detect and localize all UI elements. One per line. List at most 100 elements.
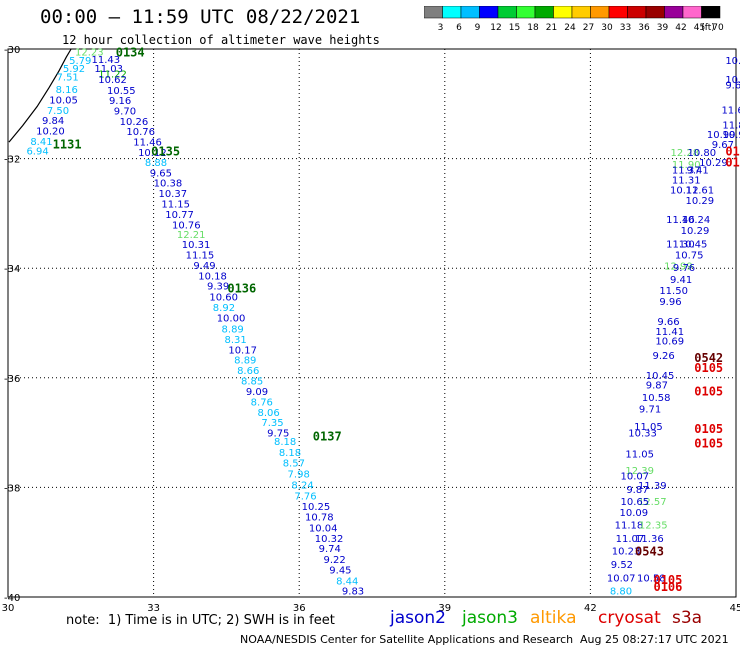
swh-value-label: 11.05 [634,422,663,433]
swh-value-label: 8.06 [257,408,279,419]
swh-value-label: 10.65 [620,497,649,508]
swh-value-label: 10.33 [628,429,657,440]
pass-time-label: 0105 [694,436,723,450]
swh-value-label: 11.31 [672,175,701,186]
pass-time-label: 0135 [151,144,180,158]
x-tick-label: 45 [730,603,740,614]
swh-value-label: 10.04 [309,523,338,534]
swh-value-label: 12.39 [625,466,654,477]
legend-altika: altika [530,608,577,628]
swh-value-label: 10.32 [315,534,344,545]
swh-value-label: 11.46 [133,138,162,149]
swh-value-label: 10.26 [120,117,149,128]
swh-value-label: 10.09 [620,508,649,519]
swh-value-label: 9.63 [725,81,740,92]
footnote: note: 1) Time is in UTC; 2) SWH is in fe… [66,613,335,628]
swh-value-label: 10.76 [126,127,155,138]
swh-value-label: 10.62 [98,75,127,86]
swh-value-label: 9.65 [150,168,172,179]
pass-time-label: 0105 [653,573,682,587]
pass-time-label: 010 [725,155,740,169]
colorbar-label: 39 [657,23,669,32]
pass-time-label: 010 [725,144,740,158]
colorbar-swatch [701,6,721,19]
swh-value-label: 10.45 [679,240,708,251]
colorbar-label: 30 [601,23,613,32]
legend-jason2: jason2 [390,608,446,628]
swh-value-label: 12.35 [639,521,668,532]
swh-value-label: 12.28 [670,148,699,159]
swh-value-label: 10.20 [36,127,65,138]
swh-value-label: 10.99 [707,130,736,141]
y-tick-label: -34 [4,264,20,275]
swh-value-label: 11.05 [625,449,654,460]
pass-time-label: 0105 [694,384,723,398]
swh-value-label: 9.96 [659,297,681,308]
swh-value-label: 8.88 [145,158,167,169]
colorbar-label: 24 [564,23,576,32]
colorbar-label: 9 [475,23,481,32]
swh-value-label: 10.79 [725,75,740,86]
legend-cryosat: cryosat [598,608,661,628]
y-tick-label: -30 [4,45,20,56]
swh-value-label: 10.69 [655,337,684,348]
colorbar-label: 42 [675,23,686,32]
swh-value-label: 11.41 [655,327,684,338]
swh-value-label: 12.23 [75,48,104,59]
x-tick-label: 30 [2,603,15,614]
swh-value-label: 5.79 [69,56,91,67]
swh-value-label: 9.74 [319,544,341,555]
colorbar-unit: (ft) [701,23,715,32]
swh-value-label: 12.21 [177,230,206,241]
timestamp-text: Aug 25 08:27:17 UTC 2021 [580,633,729,646]
swh-value-label: 11.39 [638,481,667,492]
y-tick-label: -38 [4,483,20,494]
swh-value-label: 6.94 [26,146,48,157]
swh-value-label: 8.80 [610,586,632,597]
swh-value-label: 10.12 [670,185,699,196]
swh-value-label: 10.19 [725,56,740,67]
swh-value-label: 11.07 [616,534,645,545]
swh-value-label: 12.99 [664,261,693,272]
swh-value-label: 8.57 [283,459,305,470]
plot-frame [7,48,737,598]
swh-value-label: 9.84 [42,116,64,127]
swh-value-label: 11.18 [615,521,644,532]
colorbar-label: 70 [712,23,724,32]
swh-value-label: 7.98 [288,470,310,481]
swh-value-label: 11.67 [721,105,740,116]
swh-value-label: 8.44 [336,577,358,588]
swh-value-label: 9.67 [712,140,734,151]
colorbar-label: 15 [509,23,520,32]
swh-value-label: 9.70 [114,106,136,117]
colorbar-label: 27 [583,23,594,32]
swh-value-label: 10.37 [158,189,187,200]
swh-value-label: 10.80 [687,148,716,159]
colorbar-label: 21 [546,23,557,32]
swh-value-label: 10.23 [612,546,641,557]
swh-value-label: 10.17 [228,345,257,356]
swh-value-label: 8.18 [279,448,301,459]
swh-value-label: 8.92 [213,303,235,314]
swh-value-label: 9.83 [342,586,364,597]
swh-value-label: 11.15 [186,251,215,262]
swh-value-label: 8.76 [251,397,273,408]
swh-value-label: 10.07 [607,573,636,584]
swh-value-label: 7.35 [261,418,283,429]
chart-subtitle: 12 hour collection of altimeter wave hei… [62,33,380,47]
colorbar-label: 18 [527,23,539,32]
swh-value-label: 11.50 [659,286,688,297]
swh-value-label: 9.76 [673,263,695,274]
swh-value-label: 10.45 [646,371,675,382]
pass-time-label: 0105 [694,361,723,375]
swh-value-label: 10.55 [107,86,136,97]
colorbar-label: 12 [490,23,501,32]
y-tick-label: -36 [4,374,20,385]
colorbar-label: 33 [620,23,631,32]
x-tick-label: 39 [438,603,451,614]
pass-time-label: 0137 [313,429,342,443]
x-tick-label: 33 [147,603,160,614]
x-tick-label: 36 [293,603,306,614]
swh-value-label: 9.87 [626,485,648,496]
